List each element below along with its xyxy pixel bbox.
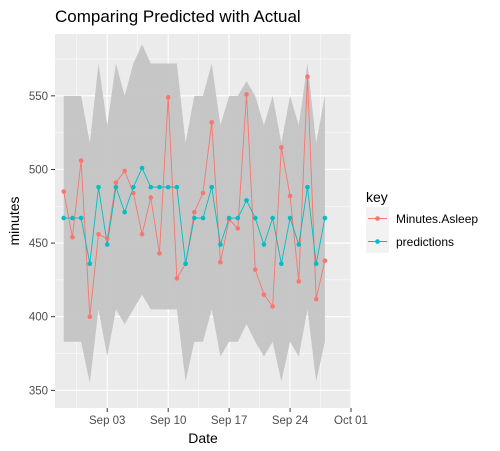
legend-title: key (366, 189, 388, 205)
data-point-minutes-asleep (87, 314, 93, 320)
data-point-minutes-asleep (322, 258, 328, 264)
data-point-predictions (70, 215, 75, 221)
data-point-minutes-asleep (313, 296, 319, 302)
legend: key Minutes.Asleep predictions (366, 189, 478, 253)
x-tick-label: Sep 10 (150, 415, 186, 427)
data-point-minutes-asleep (270, 304, 275, 309)
data-point-predictions (61, 215, 67, 221)
y-tick-label: 550 (29, 91, 48, 103)
data-point-minutes-asleep (113, 180, 119, 186)
data-point-minutes-asleep (296, 279, 302, 284)
data-point-minutes-asleep (131, 190, 136, 196)
data-point-predictions (200, 215, 206, 221)
data-point-predictions (322, 215, 328, 221)
data-point-predictions (122, 209, 127, 215)
data-point-minutes-asleep (279, 145, 284, 150)
data-point-minutes-asleep (148, 195, 154, 200)
series-points (61, 74, 328, 320)
data-point-predictions (165, 184, 171, 190)
legend-label-minutes-asleep: Minutes.Asleep (396, 212, 478, 226)
x-tick-label: Sep 03 (89, 415, 125, 427)
data-point-predictions (270, 215, 275, 221)
data-point-predictions (261, 242, 267, 247)
data-point-predictions (96, 184, 101, 190)
x-tick-label: Oct 01 (334, 415, 368, 427)
data-point-minutes-asleep (157, 251, 162, 256)
data-point-minutes-asleep (261, 292, 267, 297)
data-point-minutes-asleep (96, 231, 101, 237)
data-point-minutes-asleep (61, 189, 67, 194)
data-point-predictions (296, 242, 302, 247)
y-tick-label: 400 (29, 312, 48, 324)
data-point-minutes-asleep (235, 226, 241, 231)
y-tick-label: 450 (29, 238, 48, 250)
data-point-predictions (78, 215, 84, 221)
data-point-predictions (87, 261, 93, 267)
data-point-minutes-asleep (174, 276, 180, 281)
x-axis-title: Date (188, 430, 218, 446)
y-tick-label: 500 (29, 164, 48, 176)
data-point-predictions (226, 215, 232, 221)
data-point-predictions (139, 165, 145, 171)
data-point-minutes-asleep (209, 120, 215, 125)
data-point-predictions (218, 242, 223, 247)
data-point-minutes-asleep (70, 234, 75, 240)
y-axis-title: minutes (6, 196, 22, 245)
data-point-minutes-asleep (252, 267, 258, 272)
data-point-minutes-asleep (218, 259, 223, 265)
data-point-predictions (235, 215, 241, 221)
x-tick-label: Sep 17 (211, 415, 247, 427)
data-point-minutes-asleep (305, 74, 310, 80)
data-point-minutes-asleep (122, 168, 127, 174)
y-tick-label: 350 (29, 385, 48, 397)
data-point-predictions (313, 261, 319, 267)
data-point-predictions (104, 242, 110, 247)
data-point-predictions (209, 184, 215, 190)
data-point-predictions (157, 184, 162, 190)
data-point-minutes-asleep (191, 209, 197, 215)
data-point-predictions (183, 261, 188, 267)
data-point-minutes-asleep (244, 92, 249, 97)
data-point-predictions (191, 215, 197, 221)
x-axis: Sep 03 Sep 10 Sep 17 Sep 24 Oct 01 (89, 408, 368, 427)
data-point-minutes-asleep (165, 95, 171, 100)
data-point-minutes-asleep (287, 193, 293, 199)
data-point-predictions (174, 184, 180, 190)
data-point-predictions (305, 184, 310, 190)
data-point-predictions (131, 184, 136, 190)
y-axis: 350 400 450 500 550 (29, 91, 55, 397)
data-point-predictions (113, 184, 119, 190)
legend-key-point-predictions (375, 239, 380, 244)
data-point-minutes-asleep (200, 190, 206, 196)
legend-key-point-minutes-asleep (375, 216, 380, 221)
data-point-minutes-asleep (104, 236, 110, 241)
data-point-predictions (148, 184, 154, 190)
x-tick-label: Sep 24 (272, 415, 309, 427)
data-point-minutes-asleep (78, 158, 84, 163)
data-point-predictions (252, 215, 258, 221)
plot-area (55, 34, 352, 408)
data-point-minutes-asleep (139, 231, 145, 237)
chart-title: Comparing Predicted with Actual (55, 7, 301, 26)
legend-label-predictions: predictions (396, 235, 454, 249)
data-point-predictions (279, 261, 284, 267)
data-point-predictions (244, 198, 249, 203)
legend-keys: Minutes.Asleep predictions (366, 207, 478, 253)
data-point-predictions (287, 215, 293, 221)
